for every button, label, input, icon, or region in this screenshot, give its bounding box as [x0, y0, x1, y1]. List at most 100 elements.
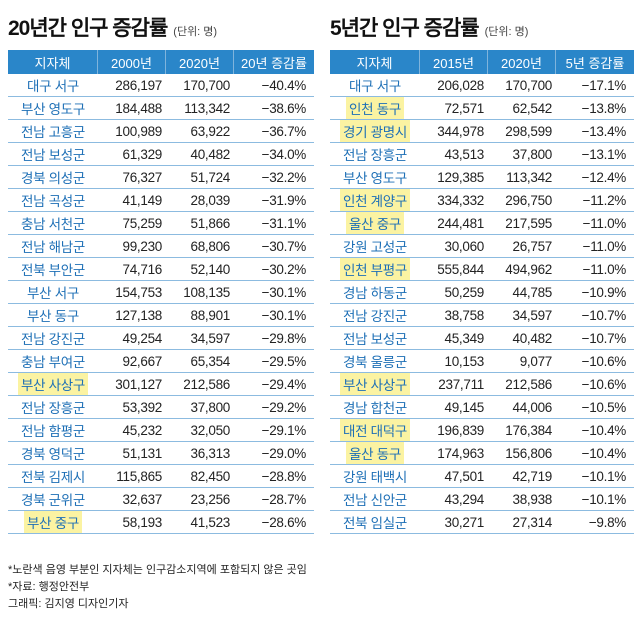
table-row: 전남 고흥군 100,989 63,922 −36.7%	[8, 120, 314, 143]
region-label: 강원 태백시	[342, 470, 408, 485]
value-cell: 100,989	[98, 120, 166, 143]
table-row: 인천 동구 72,571 62,542 −13.8%	[330, 97, 634, 120]
region-cell: 전남 신안군	[330, 488, 420, 511]
table-row: 강원 고성군 30,060 26,757 −11.0%	[330, 235, 634, 258]
column-header: 2020년	[488, 50, 556, 74]
region-label: 경북 영덕군	[20, 447, 86, 462]
region-label: 경북 의성군	[20, 171, 86, 186]
region-label: 전남 장흥군	[342, 148, 408, 163]
region-cell: 전남 보성군	[8, 143, 98, 166]
column-header: 지자체	[8, 50, 98, 74]
table-row: 전북 부안군 74,716 52,140 −30.2%	[8, 258, 314, 281]
table-row: 인천 계양구 334,332 296,750 −11.2%	[330, 189, 634, 212]
rate-cell: −29.4%	[234, 373, 314, 396]
region-cell: 경북 울릉군	[330, 350, 420, 373]
region-label: 경남 합천군	[342, 401, 408, 416]
value-cell: 113,342	[166, 97, 234, 120]
rate-cell: −10.6%	[556, 350, 634, 373]
highlighted-region-label: 경기 광명시	[339, 120, 411, 142]
region-label: 전남 보성군	[20, 148, 86, 163]
value-cell: 176,384	[488, 419, 556, 442]
value-cell: 27,314	[488, 511, 556, 534]
region-label: 전북 임실군	[342, 516, 408, 531]
region-label: 전남 보성군	[342, 332, 408, 347]
region-label: 전남 강진군	[342, 309, 408, 324]
value-cell: 108,135	[166, 281, 234, 304]
rate-cell: −30.1%	[234, 304, 314, 327]
table-row: 전남 신안군 43,294 38,938 −10.1%	[330, 488, 634, 511]
table-row: 전남 보성군 45,349 40,482 −10.7%	[330, 327, 634, 350]
region-cell: 전남 해남군	[8, 235, 98, 258]
rate-cell: −29.5%	[234, 350, 314, 373]
region-cell: 부산 영도구	[330, 166, 420, 189]
unit-label: (단위: 명)	[173, 26, 218, 38]
table-header-row: 지자체 2000년 2020년 20년 증감률	[8, 50, 314, 74]
value-cell: 49,145	[420, 396, 488, 419]
region-label: 전북 부안군	[20, 263, 86, 278]
rate-cell: −10.7%	[556, 304, 634, 327]
value-cell: 10,153	[420, 350, 488, 373]
region-cell: 울산 중구	[330, 212, 420, 235]
value-cell: 38,758	[420, 304, 488, 327]
rate-cell: −31.1%	[234, 212, 314, 235]
rate-cell: −30.1%	[234, 281, 314, 304]
panel-5-year: 5년간 인구 증감률 (단위: 명) 지자체 2015년 2020년 5년 증감…	[330, 8, 634, 534]
highlighted-region-label: 울산 중구	[346, 212, 404, 234]
value-cell: 26,757	[488, 235, 556, 258]
value-cell: 196,839	[420, 419, 488, 442]
highlighted-region-label: 부산 사상구	[17, 373, 89, 395]
table-row: 부산 사상구 237,711 212,586 −10.6%	[330, 373, 634, 396]
rate-cell: −11.0%	[556, 212, 634, 235]
region-label: 전남 강진군	[20, 332, 86, 347]
value-cell: 92,667	[98, 350, 166, 373]
region-label: 부산 영도구	[342, 171, 408, 186]
table-row: 전남 강진군 38,758 34,597 −10.7%	[330, 304, 634, 327]
region-cell: 대구 서구	[8, 74, 98, 97]
table-row: 부산 서구 154,753 108,135 −30.1%	[8, 281, 314, 304]
table-body: 대구 서구 286,197 170,700 −40.4% 부산 영도구 184,488 11…	[8, 74, 314, 534]
value-cell: 113,342	[488, 166, 556, 189]
rate-cell: −28.8%	[234, 465, 314, 488]
region-cell: 전남 강진군	[330, 304, 420, 327]
region-cell: 강원 고성군	[330, 235, 420, 258]
table-row: 울산 중구 244,481 217,595 −11.0%	[330, 212, 634, 235]
rate-cell: −11.0%	[556, 235, 634, 258]
table-row: 경북 영덕군 51,131 36,313 −29.0%	[8, 442, 314, 465]
value-cell: 74,716	[98, 258, 166, 281]
value-cell: 75,259	[98, 212, 166, 235]
value-cell: 45,232	[98, 419, 166, 442]
region-cell: 전남 장흥군	[8, 396, 98, 419]
value-cell: 58,193	[98, 511, 166, 534]
table-row: 충남 부여군 92,667 65,354 −29.5%	[8, 350, 314, 373]
region-cell: 전남 보성군	[330, 327, 420, 350]
highlighted-region-label: 인천 동구	[346, 97, 404, 119]
value-cell: 37,800	[488, 143, 556, 166]
region-cell: 경남 하동군	[330, 281, 420, 304]
table-row: 인천 부평구 555,844 494,962 −11.0%	[330, 258, 634, 281]
region-cell: 부산 사상구	[8, 373, 98, 396]
table-row: 부산 중구 58,193 41,523 −28.6%	[8, 511, 314, 534]
rate-cell: −10.1%	[556, 488, 634, 511]
rate-cell: −38.6%	[234, 97, 314, 120]
value-cell: 43,513	[420, 143, 488, 166]
region-cell: 전남 고흥군	[8, 120, 98, 143]
value-cell: 555,844	[420, 258, 488, 281]
region-cell: 인천 동구	[330, 97, 420, 120]
highlighted-region-label: 인천 부평구	[339, 258, 411, 280]
rate-cell: −28.6%	[234, 511, 314, 534]
rate-cell: −12.4%	[556, 166, 634, 189]
unit-label: (단위: 명)	[484, 26, 529, 38]
value-cell: 51,131	[98, 442, 166, 465]
region-cell: 인천 부평구	[330, 258, 420, 281]
region-cell: 전북 부안군	[8, 258, 98, 281]
table-row: 부산 사상구 301,127 212,586 −29.4%	[8, 373, 314, 396]
value-cell: 40,482	[488, 327, 556, 350]
population-table-5-year: 지자체 2015년 2020년 5년 증감률 대구 서구 206,028 170,7…	[330, 50, 634, 534]
region-cell: 전남 강진군	[8, 327, 98, 350]
table-row: 전남 보성군 61,329 40,482 −34.0%	[8, 143, 314, 166]
value-cell: 34,597	[488, 304, 556, 327]
highlighted-region-label: 인천 계양구	[339, 189, 411, 211]
value-cell: 47,501	[420, 465, 488, 488]
value-cell: 65,354	[166, 350, 234, 373]
value-cell: 127,138	[98, 304, 166, 327]
